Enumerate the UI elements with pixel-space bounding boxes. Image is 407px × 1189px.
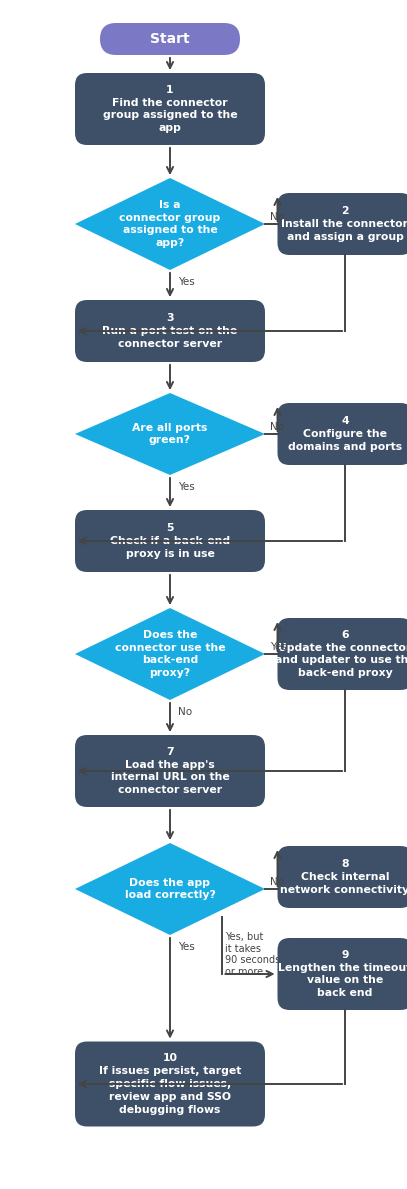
Text: No: No xyxy=(270,877,284,887)
Text: Does the
connector use the
back-end
proxy?: Does the connector use the back-end prox… xyxy=(115,630,225,678)
Text: 4
Configure the
domains and ports: 4 Configure the domains and ports xyxy=(288,416,402,452)
Text: Yes: Yes xyxy=(270,642,287,652)
Polygon shape xyxy=(75,843,265,935)
Polygon shape xyxy=(75,178,265,270)
Text: Does the app
load correctly?: Does the app load correctly? xyxy=(125,877,215,900)
FancyBboxPatch shape xyxy=(278,618,407,690)
FancyBboxPatch shape xyxy=(278,403,407,465)
Text: Yes: Yes xyxy=(178,942,195,952)
FancyBboxPatch shape xyxy=(100,23,240,55)
Text: Yes: Yes xyxy=(178,277,195,287)
FancyBboxPatch shape xyxy=(75,735,265,807)
Text: 8
Check internal
network connectivity: 8 Check internal network connectivity xyxy=(280,860,407,895)
Text: 9
Lengthen the timeout
value on the
back end: 9 Lengthen the timeout value on the back… xyxy=(278,950,407,999)
FancyBboxPatch shape xyxy=(75,73,265,145)
Text: 10
If issues persist, target
specific flow issues,
review app and SSO
debugging : 10 If issues persist, target specific fl… xyxy=(99,1053,241,1114)
Text: 7
Load the app's
internal URL on the
connector server: 7 Load the app's internal URL on the con… xyxy=(111,747,230,795)
FancyBboxPatch shape xyxy=(278,938,407,1009)
Text: 2
Install the connector
and assign a group: 2 Install the connector and assign a gro… xyxy=(282,206,407,241)
Text: Yes: Yes xyxy=(178,482,195,492)
Polygon shape xyxy=(75,608,265,700)
Text: 5
Check if a back-end
proxy is in use: 5 Check if a back-end proxy is in use xyxy=(110,523,230,559)
Text: No: No xyxy=(270,212,284,222)
FancyBboxPatch shape xyxy=(75,510,265,572)
Polygon shape xyxy=(75,394,265,474)
Text: Are all ports
green?: Are all ports green? xyxy=(132,422,208,446)
Text: Is a
connector group
assigned to the
app?: Is a connector group assigned to the app… xyxy=(119,200,221,249)
FancyBboxPatch shape xyxy=(278,847,407,908)
Text: 1
Find the connector
group assigned to the
app: 1 Find the connector group assigned to t… xyxy=(103,84,237,133)
FancyBboxPatch shape xyxy=(75,1042,265,1126)
Text: Yes, but
it takes
90 seconds
or more: Yes, but it takes 90 seconds or more xyxy=(225,932,281,977)
FancyBboxPatch shape xyxy=(278,193,407,254)
FancyBboxPatch shape xyxy=(75,300,265,361)
Text: No: No xyxy=(178,707,192,717)
Text: Start: Start xyxy=(150,32,190,46)
Text: 3
Run a port test on the
connector server: 3 Run a port test on the connector serve… xyxy=(103,313,238,348)
Text: No: No xyxy=(270,422,284,432)
Text: 6
Update the connector
and updater to use the
back-end proxy: 6 Update the connector and updater to us… xyxy=(275,630,407,678)
